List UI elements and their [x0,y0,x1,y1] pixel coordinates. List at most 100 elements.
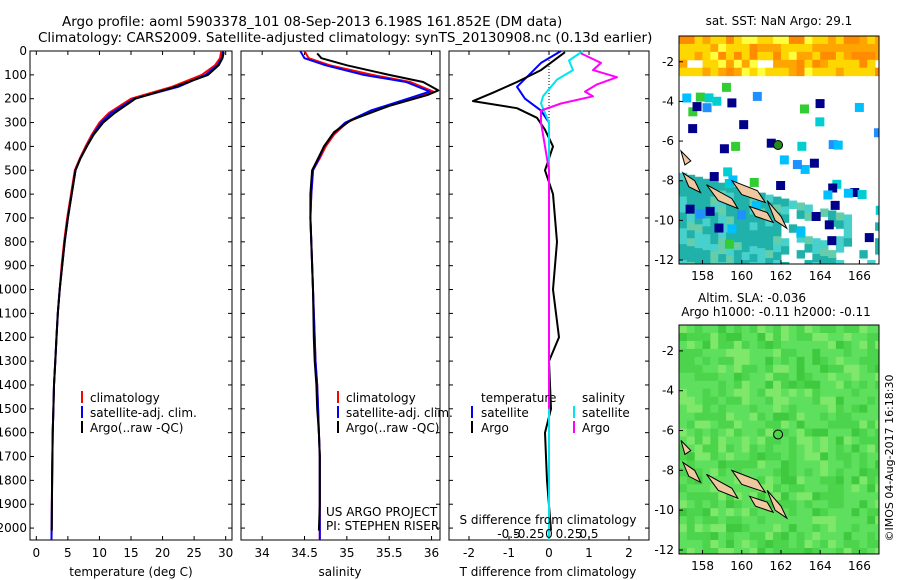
sla-cell [765,460,774,469]
sla-cell [859,348,868,358]
sla-cell [796,340,805,350]
sla-cell [710,508,719,517]
series-temperature-argo [472,51,566,531]
sst-cell [749,246,758,255]
sla-cell [780,412,790,422]
sst-cell [843,43,853,53]
sst-cell [773,244,782,253]
sla-cell [726,548,735,554]
sst-cell [702,36,711,45]
sla-cell [726,404,735,414]
sla-cell [867,412,876,422]
sla-cell [741,452,751,461]
sla-cell [679,372,688,382]
sla-cell [788,428,798,438]
sla-cell [733,332,743,342]
legend-label-sal-argo: Argo [582,421,610,435]
sla-cell [686,396,696,406]
sla-cell [851,428,860,438]
sla-cell [773,325,782,334]
sst-cell [749,177,759,187]
island [748,205,775,224]
sla-cell [702,460,711,469]
sla-cell [718,524,727,533]
sst-cell [824,220,834,230]
sla-cell [749,420,758,430]
sla-cell [765,364,774,374]
sst-cell [765,43,774,53]
sla-cell [679,540,688,549]
sla-cell [867,500,876,509]
sla-cell [843,468,853,477]
sst-cell [679,252,688,261]
sst-cell [766,138,776,148]
sla-map-title: Altim. SLA: -0.036 [698,291,806,305]
island [679,149,692,166]
sla-cell [820,380,829,390]
sst-cell [811,211,821,221]
sla-cell [851,468,860,477]
sst-cell [812,238,821,247]
sla-cell [773,412,782,422]
sla-cell [851,476,860,485]
sla-cell [835,492,845,501]
sla-cell [757,532,766,541]
sst-cell [773,43,782,53]
sla-cell [765,396,774,406]
series-climatology [303,50,435,540]
sst-cell [812,246,821,255]
sla-cell [804,396,813,406]
sst-cell [867,36,876,45]
sst-cell [741,43,751,53]
sla-cell [710,420,719,430]
sla-cell [780,325,790,334]
sla-cell [749,508,758,517]
sla-cell [804,436,813,445]
sla-cell [780,332,790,342]
sla-cell [718,340,727,350]
sst-cell [704,93,714,103]
sla-cell [765,468,774,477]
sla-cell [820,348,829,358]
sla-cell [726,388,735,398]
island [730,179,767,204]
sla-cell [867,452,876,461]
sla-cell [867,404,876,414]
sla-cell [875,404,879,414]
sst-cell [851,59,860,69]
sla-cell [718,396,727,406]
x-tick-label: 162 [770,559,793,573]
x-tick-label: 15 [123,546,138,560]
sst-cell [710,180,719,190]
sla-cell [788,460,798,469]
sla-cell [749,404,758,414]
y-tick-label: 100 [4,68,27,82]
sst-cell [757,248,766,257]
sla-cell [796,532,805,541]
sla-cell [867,508,876,517]
sla-cell [757,388,766,398]
sla-cell [749,460,758,469]
sst-cell [835,212,845,221]
sla-cell [694,404,704,414]
sla-cell [749,380,758,390]
difference-xlabel-top: S difference from climatology [460,513,637,527]
legend-label-sat: satellite-adj. clim. [90,406,197,420]
sla-cell [812,348,821,358]
y-tick-label: -8 [662,463,674,477]
sst-cell [733,242,743,251]
sst-cell [765,210,774,219]
sla-cell [726,396,735,406]
sla-cell [796,396,805,406]
sla-cell [812,444,821,453]
sla-cell [749,428,758,438]
sla-cell [694,436,704,445]
sla-cell [820,420,829,430]
sla-cell [757,404,766,414]
sla-cell [812,460,821,469]
sla-cell [679,460,688,469]
sla-cell [804,332,813,342]
sst-cell [773,220,782,229]
sla-cell [718,452,727,461]
sst-cell [780,262,790,264]
